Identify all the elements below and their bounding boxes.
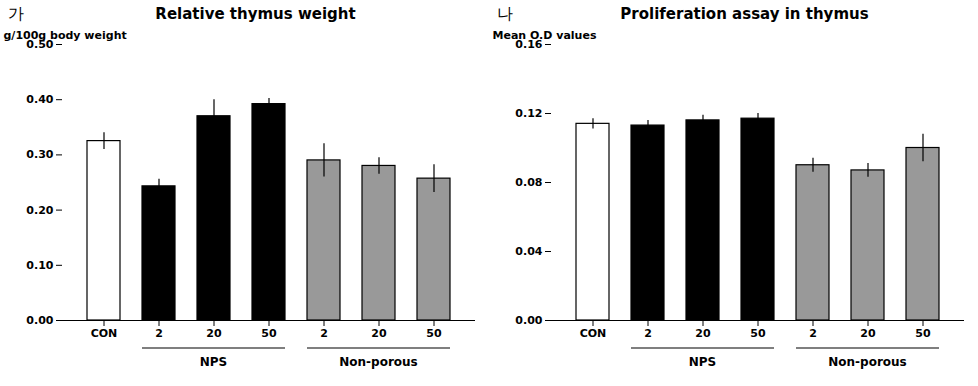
svg-text:Non-porous: Non-porous	[339, 355, 418, 369]
svg-text:0.08: 0.08	[515, 176, 542, 189]
svg-text:50: 50	[261, 327, 277, 340]
html-text:Relative thymus weight: Relative thymus weight	[155, 5, 356, 23]
svg-text:0.00: 0.00	[26, 314, 53, 327]
svg-text:0.40: 0.40	[26, 93, 53, 106]
svg-text:2: 2	[320, 327, 328, 340]
svg-text:CON: CON	[580, 327, 607, 340]
html-text:Proliferation assay in thymus: Proliferation assay in thymus	[620, 5, 869, 23]
svg-text:0.50: 0.50	[26, 38, 54, 51]
svg-text:50: 50	[915, 327, 931, 340]
svg-text:0.30: 0.30	[26, 148, 53, 161]
svg-text:NPS: NPS	[689, 355, 716, 369]
svg-text:2: 2	[644, 327, 652, 340]
svg-text:20: 20	[860, 327, 876, 340]
svg-text:50: 50	[750, 327, 766, 340]
svg-text:Mean O.D values: Mean O.D values	[493, 29, 597, 42]
svg-text:0.16: 0.16	[515, 38, 543, 51]
svg-text:0.10: 0.10	[26, 259, 53, 272]
svg-text:0.20: 0.20	[26, 204, 53, 217]
svg-text:2: 2	[809, 327, 817, 340]
svg-text:0.00: 0.00	[515, 314, 542, 327]
svg-text:20: 20	[695, 327, 711, 340]
svg-text:g/100g body weight: g/100g body weight	[4, 29, 127, 42]
svg-text:20: 20	[371, 327, 387, 340]
svg-text:2: 2	[155, 327, 163, 340]
svg-text:0.04: 0.04	[515, 245, 542, 258]
svg-text:Non-porous: Non-porous	[828, 355, 907, 369]
svg-text:NPS: NPS	[200, 355, 227, 369]
html-text:가: 가	[8, 4, 24, 23]
svg-text:CON: CON	[91, 327, 118, 340]
html-text:나: 나	[497, 4, 513, 23]
svg-text:0.12: 0.12	[515, 107, 542, 120]
svg-text:50: 50	[426, 327, 442, 340]
svg-text:20: 20	[206, 327, 222, 340]
